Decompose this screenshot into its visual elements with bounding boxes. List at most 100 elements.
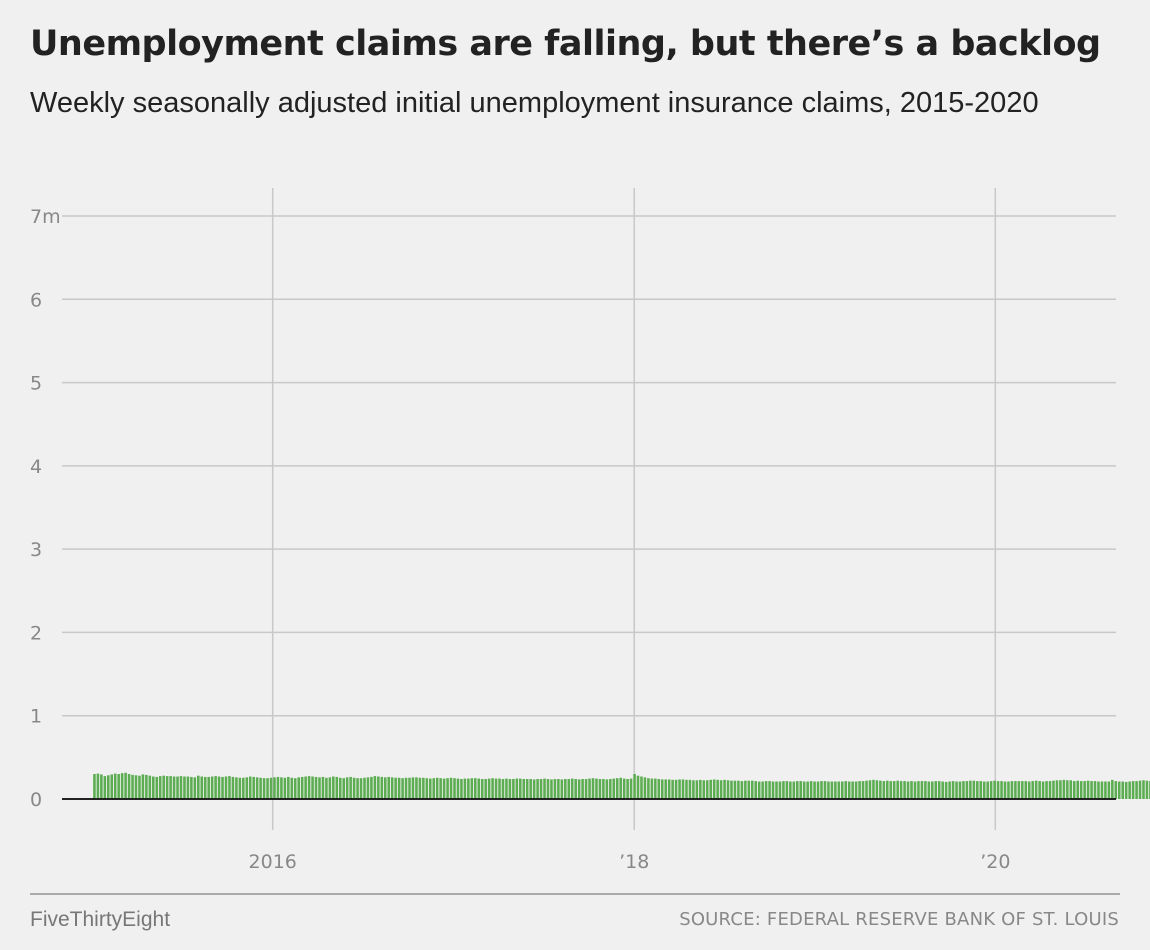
bar bbox=[643, 777, 647, 799]
bar bbox=[439, 778, 442, 799]
bar bbox=[841, 781, 844, 799]
bar bbox=[792, 781, 796, 799]
bar bbox=[297, 777, 300, 799]
bar bbox=[1086, 780, 1090, 799]
bar bbox=[304, 776, 307, 799]
bar bbox=[152, 776, 155, 799]
bar bbox=[1107, 781, 1111, 799]
bar bbox=[754, 781, 758, 799]
bar bbox=[328, 777, 332, 799]
bar bbox=[550, 779, 553, 799]
bar bbox=[1145, 780, 1149, 799]
bar bbox=[941, 781, 944, 799]
bar bbox=[335, 776, 339, 799]
bar bbox=[775, 781, 778, 799]
bar bbox=[927, 781, 931, 799]
bar bbox=[484, 779, 487, 799]
bar bbox=[307, 776, 311, 799]
bar bbox=[1021, 781, 1024, 799]
bar bbox=[802, 781, 806, 799]
bar bbox=[498, 778, 501, 799]
bar bbox=[602, 779, 605, 799]
bar bbox=[591, 778, 595, 799]
bar bbox=[131, 774, 134, 799]
bar bbox=[290, 777, 294, 799]
bar bbox=[654, 778, 657, 799]
bar bbox=[664, 779, 667, 799]
y-tick-label: 7m bbox=[30, 206, 61, 228]
bar bbox=[145, 774, 148, 799]
bar bbox=[390, 777, 394, 799]
bar bbox=[913, 781, 917, 799]
bar bbox=[1024, 781, 1028, 799]
bar bbox=[809, 781, 813, 799]
bar bbox=[387, 776, 391, 799]
bar bbox=[428, 778, 432, 799]
bar bbox=[1062, 779, 1066, 799]
chart-subtitle: Weekly seasonally adjusted initial unemp… bbox=[30, 87, 1039, 119]
bar bbox=[640, 776, 643, 799]
bar bbox=[186, 776, 190, 799]
bar bbox=[512, 779, 515, 799]
bar bbox=[203, 776, 207, 799]
bar bbox=[962, 781, 965, 799]
bar bbox=[397, 777, 401, 799]
bar bbox=[401, 778, 404, 799]
bar bbox=[169, 776, 172, 799]
bar bbox=[255, 777, 259, 799]
bar bbox=[1010, 781, 1014, 799]
bar bbox=[747, 780, 751, 799]
bar bbox=[609, 779, 612, 799]
bar bbox=[356, 778, 359, 799]
y-tick-label: 2 bbox=[30, 622, 42, 644]
bar bbox=[155, 776, 159, 799]
y-tick-label: 6 bbox=[30, 289, 42, 311]
bar bbox=[1128, 781, 1131, 799]
bar bbox=[685, 779, 688, 799]
bar bbox=[657, 779, 661, 799]
bar bbox=[615, 778, 619, 799]
bar bbox=[667, 779, 671, 799]
bar bbox=[1079, 781, 1083, 799]
bar bbox=[1121, 781, 1125, 799]
bar bbox=[595, 778, 598, 799]
bar bbox=[1066, 780, 1069, 799]
bar bbox=[1007, 781, 1010, 799]
bar bbox=[872, 779, 875, 799]
bar bbox=[844, 781, 848, 799]
bar bbox=[858, 781, 861, 799]
bar bbox=[273, 777, 276, 799]
bar bbox=[1131, 781, 1135, 799]
bar bbox=[276, 776, 280, 799]
bar bbox=[581, 779, 584, 799]
bar bbox=[1117, 781, 1121, 799]
bar bbox=[948, 781, 951, 799]
bar bbox=[217, 776, 221, 799]
bar bbox=[768, 781, 771, 799]
bar bbox=[422, 777, 425, 799]
bar bbox=[411, 777, 415, 799]
bar bbox=[699, 779, 702, 799]
bar bbox=[882, 781, 886, 799]
x-tick-labels: 2016 ’18 ’20 bbox=[249, 851, 1011, 873]
bar bbox=[719, 780, 723, 799]
x-tick-label: 2016 bbox=[249, 851, 297, 873]
bar bbox=[432, 778, 436, 799]
bar bbox=[363, 777, 366, 799]
y-tick-labels: 0 1 2 3 4 5 6 7m bbox=[30, 206, 61, 811]
bar bbox=[283, 777, 287, 799]
bar bbox=[456, 778, 460, 799]
bar bbox=[969, 780, 972, 799]
bar bbox=[1093, 781, 1097, 799]
bar bbox=[820, 781, 823, 799]
bar bbox=[435, 777, 439, 799]
bar bbox=[965, 781, 969, 799]
bar bbox=[1072, 781, 1076, 799]
bar bbox=[539, 779, 543, 799]
bar bbox=[259, 777, 262, 799]
bar bbox=[598, 779, 602, 799]
bar bbox=[370, 776, 373, 799]
bar bbox=[342, 778, 346, 799]
bar bbox=[986, 781, 989, 799]
